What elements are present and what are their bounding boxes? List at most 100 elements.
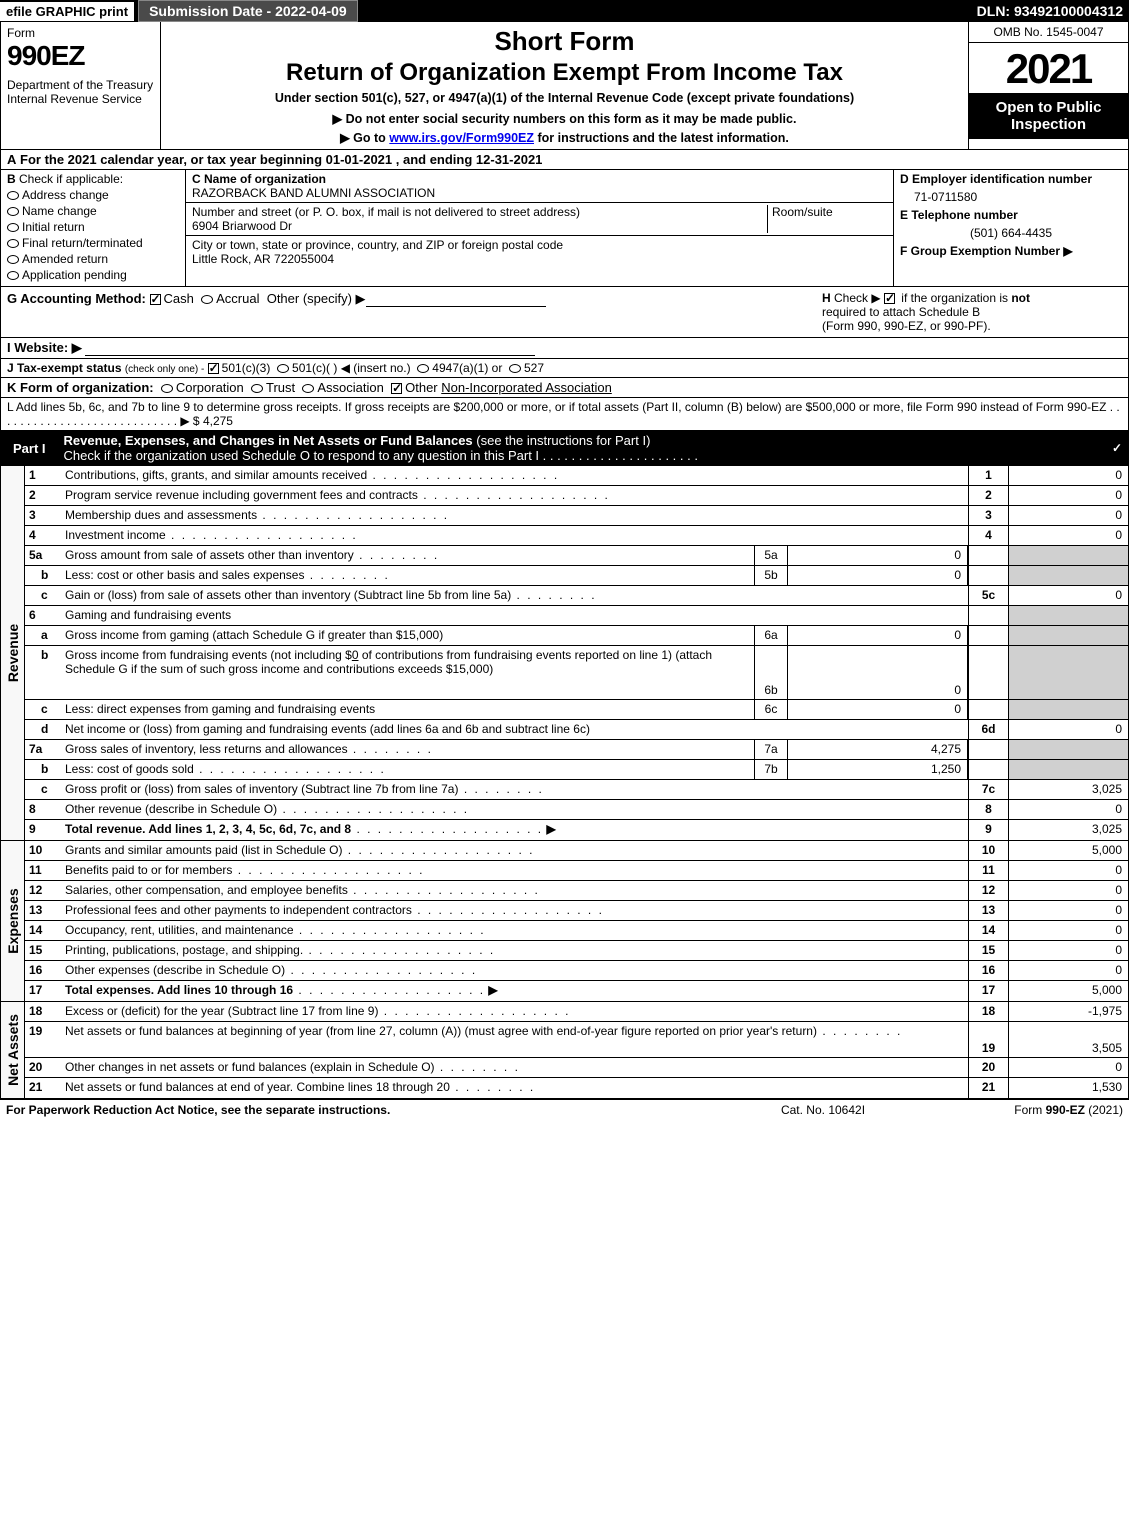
l20-desc: Other changes in net assets or fund bala… xyxy=(61,1058,968,1077)
short-form-title: Short Form xyxy=(169,26,960,57)
net-assets-side-label: Net Assets xyxy=(1,1002,25,1098)
l6a-mn: 6a xyxy=(754,626,788,645)
opt-association: Association xyxy=(317,380,383,395)
l17-rval: 5,000 xyxy=(1008,981,1128,1001)
l9-rval: 3,025 xyxy=(1008,820,1128,840)
website-input[interactable] xyxy=(85,342,535,356)
l6b-rnum-shade xyxy=(968,646,1008,699)
l2-desc: Program service revenue including govern… xyxy=(61,486,968,505)
org-name-label: C Name of organization xyxy=(192,172,887,186)
department-label: Department of the Treasury Internal Reve… xyxy=(7,78,154,106)
l19-rnum: 19 xyxy=(968,1022,1008,1057)
opt-501c3: 501(c)(3) xyxy=(222,361,271,375)
l17-rnum: 17 xyxy=(968,981,1008,1001)
l12-desc: Salaries, other compensation, and employ… xyxy=(61,881,968,900)
row-j: J Tax-exempt status (check only one) - 5… xyxy=(0,359,1129,378)
h-label: H xyxy=(822,291,831,305)
l10-rval: 5,000 xyxy=(1008,841,1128,860)
l5b-num: b xyxy=(25,566,61,585)
page-footer: For Paperwork Reduction Act Notice, see … xyxy=(0,1099,1129,1120)
opt-amended-return: Amended return xyxy=(22,252,108,266)
chk-trust[interactable] xyxy=(251,384,263,393)
chk-other-org[interactable] xyxy=(391,383,402,394)
accounting-method-label: G Accounting Method: xyxy=(7,291,146,306)
l15-desc: Printing, publications, postage, and shi… xyxy=(61,941,968,960)
chk-final-return[interactable] xyxy=(7,239,19,248)
chk-501c3[interactable] xyxy=(208,363,219,374)
l11-num: 11 xyxy=(25,861,61,880)
opt-initial-return: Initial return xyxy=(22,220,85,234)
chk-name-change[interactable] xyxy=(7,207,19,216)
l6c-desc: Less: direct expenses from gaming and fu… xyxy=(61,700,754,719)
l21-num: 21 xyxy=(25,1078,61,1098)
chk-accrual[interactable] xyxy=(201,295,213,304)
header-left: Form 990EZ Department of the Treasury In… xyxy=(1,22,161,149)
header-center: Short Form Return of Organization Exempt… xyxy=(161,22,968,149)
l6a-desc: Gross income from gaming (attach Schedul… xyxy=(61,626,754,645)
subtitle-section: Under section 501(c), 527, or 4947(a)(1)… xyxy=(169,91,960,105)
l17-num: 17 xyxy=(25,981,61,1001)
other-specify-input[interactable] xyxy=(366,293,546,307)
l7b-num: b xyxy=(25,760,61,779)
l20-rnum: 20 xyxy=(968,1058,1008,1077)
line-a-prefix: A xyxy=(7,152,16,167)
l7b-rval-shade xyxy=(1008,760,1128,779)
chk-association[interactable] xyxy=(302,384,314,393)
l2-rnum: 2 xyxy=(968,486,1008,505)
chk-527[interactable] xyxy=(509,364,521,373)
l15-rval: 0 xyxy=(1008,941,1128,960)
l14-rnum: 14 xyxy=(968,921,1008,940)
org-name-value: RAZORBACK BAND ALUMNI ASSOCIATION xyxy=(192,186,887,200)
l11-rnum: 11 xyxy=(968,861,1008,880)
city-label: City or town, state or province, country… xyxy=(192,238,887,252)
h-not: not xyxy=(1011,291,1030,305)
form-of-org-label: K Form of organization: xyxy=(7,380,154,395)
l8-rval: 0 xyxy=(1008,800,1128,819)
h-text-3: required to attach Schedule B xyxy=(822,305,980,319)
l6c-mv: 0 xyxy=(788,700,968,719)
header-right: OMB No. 1545-0047 2021 Open to Public In… xyxy=(968,22,1128,149)
l6c-rval-shade xyxy=(1008,700,1128,719)
chk-cash[interactable] xyxy=(150,294,161,305)
opt-application-pending: Application pending xyxy=(22,268,127,282)
row-g: G Accounting Method: Cash Accrual Other … xyxy=(7,291,822,333)
chk-corporation[interactable] xyxy=(161,384,173,393)
l5b-mn: 5b xyxy=(754,566,788,585)
l8-rnum: 8 xyxy=(968,800,1008,819)
l13-rval: 0 xyxy=(1008,901,1128,920)
efile-print-label[interactable]: efile GRAPHIC print xyxy=(0,2,134,21)
l7a-mv: 4,275 xyxy=(788,740,968,759)
box-b-label: B xyxy=(7,172,16,186)
part-1-header: Part I Revenue, Expenses, and Changes in… xyxy=(0,431,1129,466)
opt-address-change: Address change xyxy=(22,188,109,202)
chk-amended-return[interactable] xyxy=(7,255,19,264)
h-text-4: (Form 990, 990-EZ, or 990-PF). xyxy=(822,319,991,333)
l6b-desc: Gross income from fundraising events (no… xyxy=(61,646,754,699)
l5c-desc: Gain or (loss) from sale of assets other… xyxy=(61,586,968,605)
chk-501c[interactable] xyxy=(277,364,289,373)
line-a-text: For the 2021 calendar year, or tax year … xyxy=(20,152,542,167)
chk-address-change[interactable] xyxy=(7,191,19,200)
l16-desc: Other expenses (describe in Schedule O) xyxy=(61,961,968,980)
chk-schedule-o-part1[interactable] xyxy=(1111,443,1122,454)
form-number: 990EZ xyxy=(7,40,154,72)
chk-application-pending[interactable] xyxy=(7,271,19,280)
other-org-value: Non-Incorporated Association xyxy=(441,380,612,395)
chk-schedule-b-not-required[interactable] xyxy=(884,293,895,304)
irs-link[interactable]: www.irs.gov/Form990EZ xyxy=(389,131,534,145)
l16-num: 16 xyxy=(25,961,61,980)
l3-desc: Membership dues and assessments xyxy=(61,506,968,525)
l3-rval: 0 xyxy=(1008,506,1128,525)
l5b-rnum-shade xyxy=(968,566,1008,585)
opt-other-specify: Other (specify) ▶ xyxy=(267,291,366,306)
opt-501c: 501(c)( ) ◀ (insert no.) xyxy=(292,361,411,375)
subtitle-goto: ▶ Go to www.irs.gov/Form990EZ for instru… xyxy=(169,130,960,145)
top-bar: efile GRAPHIC print Submission Date - 20… xyxy=(0,0,1129,22)
l7a-desc: Gross sales of inventory, less returns a… xyxy=(61,740,754,759)
chk-4947a1[interactable] xyxy=(417,364,429,373)
form-header: Form 990EZ Department of the Treasury In… xyxy=(0,22,1129,150)
l5c-rnum: 5c xyxy=(968,586,1008,605)
chk-initial-return[interactable] xyxy=(7,223,19,232)
l6-desc: Gaming and fundraising events xyxy=(61,606,968,625)
l3-rnum: 3 xyxy=(968,506,1008,525)
